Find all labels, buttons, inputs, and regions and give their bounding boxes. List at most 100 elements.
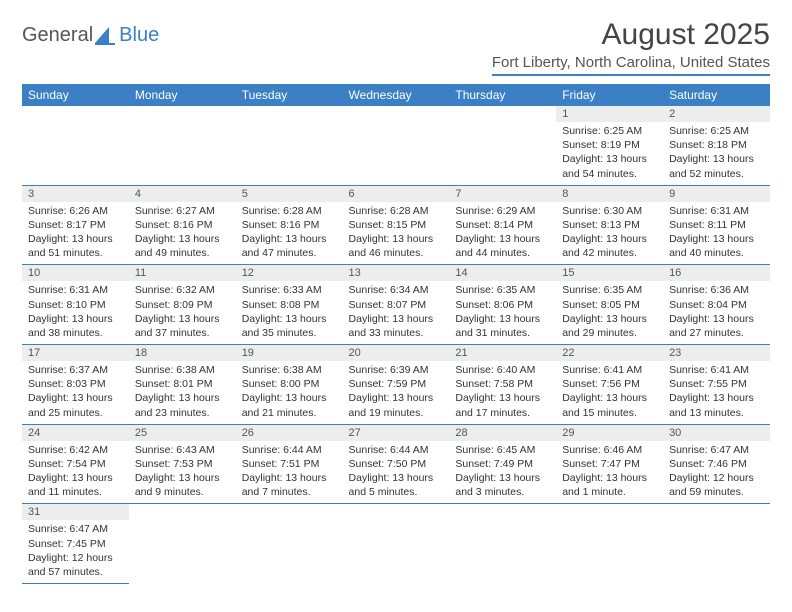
sunrise-text: Sunrise: 6:44 AM <box>349 443 444 457</box>
sunrise-text: Sunrise: 6:25 AM <box>669 124 764 138</box>
sunset-text: Sunset: 7:46 PM <box>669 457 764 471</box>
daylight-text: Daylight: 13 hours and 37 minutes. <box>135 312 230 340</box>
sunrise-text: Sunrise: 6:41 AM <box>562 363 657 377</box>
calendar-cell-empty <box>449 106 556 185</box>
calendar-cell-empty <box>556 504 663 584</box>
sunset-text: Sunset: 8:15 PM <box>349 218 444 232</box>
day-number: 17 <box>22 345 129 361</box>
sunrise-text: Sunrise: 6:38 AM <box>242 363 337 377</box>
sunrise-text: Sunrise: 6:43 AM <box>135 443 230 457</box>
calendar-cell: 20Sunrise: 6:39 AMSunset: 7:59 PMDayligh… <box>343 345 450 425</box>
weekday-header: Thursday <box>449 84 556 106</box>
day-info: Sunrise: 6:42 AMSunset: 7:54 PMDaylight:… <box>22 441 129 504</box>
sunset-text: Sunset: 8:13 PM <box>562 218 657 232</box>
calendar-cell-empty <box>449 504 556 584</box>
calendar-cell: 8Sunrise: 6:30 AMSunset: 8:13 PMDaylight… <box>556 185 663 265</box>
sunset-text: Sunset: 8:00 PM <box>242 377 337 391</box>
daylight-text: Daylight: 13 hours and 38 minutes. <box>28 312 123 340</box>
calendar-cell: 5Sunrise: 6:28 AMSunset: 8:16 PMDaylight… <box>236 185 343 265</box>
day-info: Sunrise: 6:35 AMSunset: 8:05 PMDaylight:… <box>556 281 663 344</box>
day-number: 14 <box>449 265 556 281</box>
calendar-cell: 2Sunrise: 6:25 AMSunset: 8:18 PMDaylight… <box>663 106 770 185</box>
daylight-text: Daylight: 12 hours and 59 minutes. <box>669 471 764 499</box>
daylight-text: Daylight: 13 hours and 44 minutes. <box>455 232 550 260</box>
day-info: Sunrise: 6:37 AMSunset: 8:03 PMDaylight:… <box>22 361 129 424</box>
sunset-text: Sunset: 7:56 PM <box>562 377 657 391</box>
day-info: Sunrise: 6:31 AMSunset: 8:11 PMDaylight:… <box>663 202 770 265</box>
sunrise-text: Sunrise: 6:32 AM <box>135 283 230 297</box>
calendar-cell: 1Sunrise: 6:25 AMSunset: 8:19 PMDaylight… <box>556 106 663 185</box>
day-number: 23 <box>663 345 770 361</box>
sunrise-text: Sunrise: 6:39 AM <box>349 363 444 377</box>
calendar-cell: 26Sunrise: 6:44 AMSunset: 7:51 PMDayligh… <box>236 424 343 504</box>
sunset-text: Sunset: 8:19 PM <box>562 138 657 152</box>
sunrise-text: Sunrise: 6:31 AM <box>669 204 764 218</box>
sunrise-text: Sunrise: 6:27 AM <box>135 204 230 218</box>
day-number: 11 <box>129 265 236 281</box>
daylight-text: Daylight: 13 hours and 13 minutes. <box>669 391 764 419</box>
weekday-header: Tuesday <box>236 84 343 106</box>
daylight-text: Daylight: 13 hours and 15 minutes. <box>562 391 657 419</box>
calendar-body: 1Sunrise: 6:25 AMSunset: 8:19 PMDaylight… <box>22 106 770 584</box>
sail-icon <box>95 27 117 45</box>
calendar-cell: 15Sunrise: 6:35 AMSunset: 8:05 PMDayligh… <box>556 265 663 345</box>
day-info: Sunrise: 6:31 AMSunset: 8:10 PMDaylight:… <box>22 281 129 344</box>
calendar-cell: 24Sunrise: 6:42 AMSunset: 7:54 PMDayligh… <box>22 424 129 504</box>
weekday-header-row: SundayMondayTuesdayWednesdayThursdayFrid… <box>22 84 770 106</box>
calendar-cell: 21Sunrise: 6:40 AMSunset: 7:58 PMDayligh… <box>449 345 556 425</box>
daylight-text: Daylight: 13 hours and 9 minutes. <box>135 471 230 499</box>
calendar-week-row: 3Sunrise: 6:26 AMSunset: 8:17 PMDaylight… <box>22 185 770 265</box>
day-info: Sunrise: 6:36 AMSunset: 8:04 PMDaylight:… <box>663 281 770 344</box>
sunset-text: Sunset: 7:58 PM <box>455 377 550 391</box>
sunset-text: Sunset: 8:07 PM <box>349 298 444 312</box>
day-info: Sunrise: 6:41 AMSunset: 7:56 PMDaylight:… <box>556 361 663 424</box>
day-number: 1 <box>556 106 663 122</box>
sunrise-text: Sunrise: 6:36 AM <box>669 283 764 297</box>
sunset-text: Sunset: 8:11 PM <box>669 218 764 232</box>
calendar-cell: 28Sunrise: 6:45 AMSunset: 7:49 PMDayligh… <box>449 424 556 504</box>
sunset-text: Sunset: 8:04 PM <box>669 298 764 312</box>
day-info: Sunrise: 6:34 AMSunset: 8:07 PMDaylight:… <box>343 281 450 344</box>
daylight-text: Daylight: 13 hours and 27 minutes. <box>669 312 764 340</box>
calendar-cell-empty <box>129 106 236 185</box>
day-number: 9 <box>663 186 770 202</box>
calendar-cell: 30Sunrise: 6:47 AMSunset: 7:46 PMDayligh… <box>663 424 770 504</box>
calendar-cell: 12Sunrise: 6:33 AMSunset: 8:08 PMDayligh… <box>236 265 343 345</box>
sunrise-text: Sunrise: 6:25 AM <box>562 124 657 138</box>
sunset-text: Sunset: 7:47 PM <box>562 457 657 471</box>
day-info: Sunrise: 6:38 AMSunset: 8:00 PMDaylight:… <box>236 361 343 424</box>
daylight-text: Daylight: 13 hours and 47 minutes. <box>242 232 337 260</box>
daylight-text: Daylight: 13 hours and 35 minutes. <box>242 312 337 340</box>
sunset-text: Sunset: 8:05 PM <box>562 298 657 312</box>
daylight-text: Daylight: 13 hours and 29 minutes. <box>562 312 657 340</box>
location-text: Fort Liberty, North Carolina, United Sta… <box>492 54 770 76</box>
daylight-text: Daylight: 13 hours and 19 minutes. <box>349 391 444 419</box>
calendar-cell-empty <box>343 504 450 584</box>
sunrise-text: Sunrise: 6:47 AM <box>28 522 123 536</box>
sunrise-text: Sunrise: 6:28 AM <box>349 204 444 218</box>
day-number: 21 <box>449 345 556 361</box>
daylight-text: Daylight: 13 hours and 25 minutes. <box>28 391 123 419</box>
sunset-text: Sunset: 7:45 PM <box>28 537 123 551</box>
weekday-header: Monday <box>129 84 236 106</box>
day-number: 29 <box>556 425 663 441</box>
title-block: August 2025 Fort Liberty, North Carolina… <box>492 18 770 76</box>
day-info: Sunrise: 6:28 AMSunset: 8:15 PMDaylight:… <box>343 202 450 265</box>
day-number: 31 <box>22 504 129 520</box>
sunrise-text: Sunrise: 6:33 AM <box>242 283 337 297</box>
sunset-text: Sunset: 8:06 PM <box>455 298 550 312</box>
calendar-cell: 7Sunrise: 6:29 AMSunset: 8:14 PMDaylight… <box>449 185 556 265</box>
calendar-cell-empty <box>663 504 770 584</box>
calendar-cell: 23Sunrise: 6:41 AMSunset: 7:55 PMDayligh… <box>663 345 770 425</box>
day-number: 25 <box>129 425 236 441</box>
day-number: 3 <box>22 186 129 202</box>
sunrise-text: Sunrise: 6:31 AM <box>28 283 123 297</box>
daylight-text: Daylight: 12 hours and 57 minutes. <box>28 551 123 579</box>
calendar-cell: 22Sunrise: 6:41 AMSunset: 7:56 PMDayligh… <box>556 345 663 425</box>
calendar-cell: 10Sunrise: 6:31 AMSunset: 8:10 PMDayligh… <box>22 265 129 345</box>
sunrise-text: Sunrise: 6:44 AM <box>242 443 337 457</box>
day-info: Sunrise: 6:40 AMSunset: 7:58 PMDaylight:… <box>449 361 556 424</box>
weekday-header: Wednesday <box>343 84 450 106</box>
daylight-text: Daylight: 13 hours and 51 minutes. <box>28 232 123 260</box>
calendar-cell: 16Sunrise: 6:36 AMSunset: 8:04 PMDayligh… <box>663 265 770 345</box>
